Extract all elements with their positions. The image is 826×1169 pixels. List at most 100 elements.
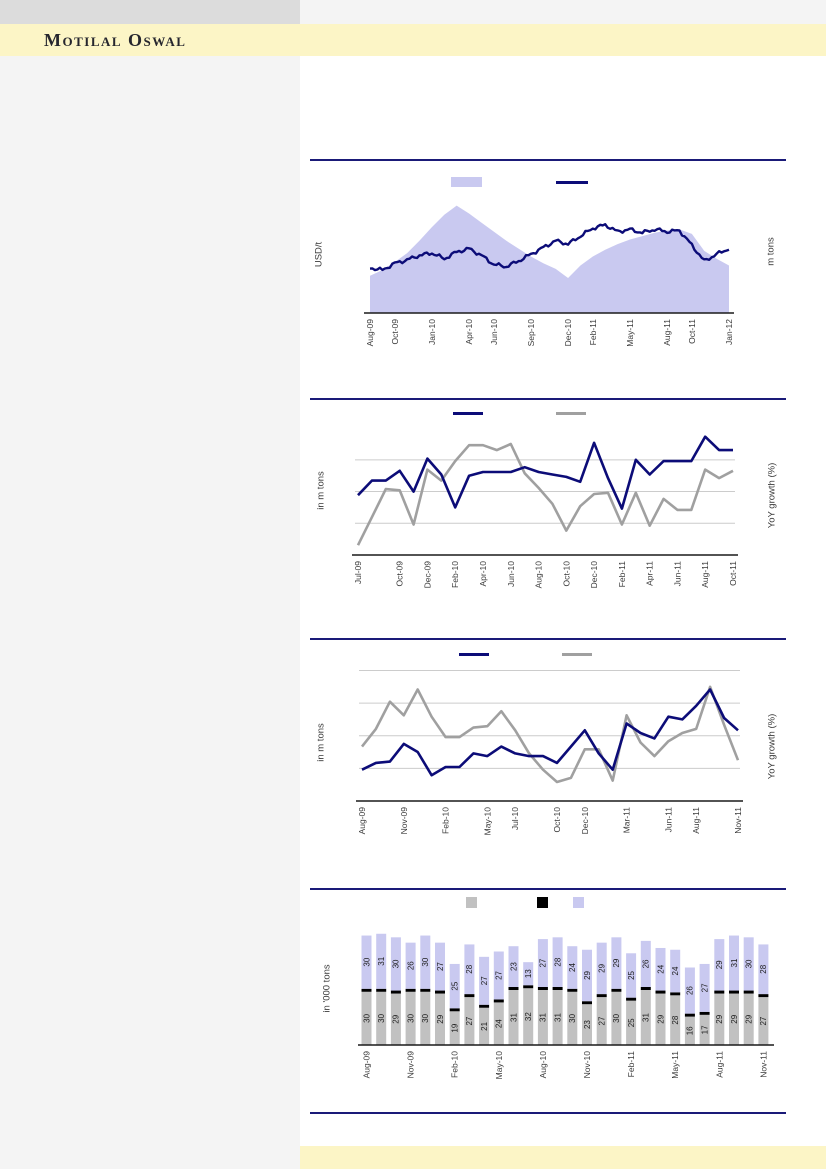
- bar-segment-gray: [743, 993, 754, 1045]
- price-vs-volume-area-chart: Aug-09 Oct-09 Jan-10 Apr-10 Jun-10 Sep-10 Dec-…: [364, 205, 734, 347]
- bar-segment-lavender: [640, 940, 651, 987]
- bar-segment-gray: [361, 991, 372, 1045]
- line-series: [361, 688, 739, 777]
- bar-segment-gray: [508, 990, 519, 1045]
- x-tick-label: Apr-11: [645, 561, 655, 586]
- bar-value-label: 25: [627, 970, 636, 979]
- bar-value-label: 30: [392, 959, 401, 968]
- bar-segment-gray: [479, 1007, 490, 1045]
- chart3-legend-navy-swatch: [459, 653, 489, 656]
- bar-segment-gray: [758, 997, 769, 1045]
- x-tick-label: Dec-10: [580, 807, 590, 835]
- bar-value-label: 28: [671, 1015, 680, 1024]
- bar-segment-black: [376, 988, 387, 992]
- x-tick-label: Oct-09: [390, 319, 400, 345]
- bar-segment-lavender: [596, 942, 607, 995]
- bar-segment-lavender: [552, 937, 563, 987]
- bar-segment-gray: [567, 991, 578, 1045]
- separator-bottom: [310, 1112, 786, 1114]
- bar-segment-black: [743, 990, 754, 994]
- bar-value-label: 31: [377, 956, 386, 965]
- bar-segment-black: [582, 1001, 592, 1005]
- bar-segment-gray: [670, 995, 681, 1045]
- bar-segment-black: [435, 990, 445, 994]
- bar-segment-gray: [523, 988, 534, 1045]
- bar-value-label: 13: [524, 969, 533, 978]
- bar-segment-black: [684, 1013, 695, 1017]
- bar-value-label: 30: [377, 1013, 386, 1022]
- area-series: [370, 205, 729, 313]
- bar-value-label: 29: [436, 1014, 445, 1023]
- x-tick-label: Feb-10: [450, 561, 460, 588]
- bar-segment-gray: [405, 991, 416, 1045]
- bar-segment-black: [523, 985, 534, 989]
- line-series: [356, 442, 734, 546]
- x-tick-label: Feb-11: [588, 319, 598, 346]
- x-tick-label: Jul-09: [353, 561, 363, 584]
- bar-value-label: 29: [730, 1014, 739, 1023]
- bar-value-label: 27: [539, 958, 548, 967]
- bottom-accent-strip: [300, 1146, 826, 1169]
- bar-value-label: 21: [480, 1021, 489, 1030]
- x-tick-label: Aug-10: [538, 1051, 548, 1079]
- x-tick-label: Aug-11: [691, 807, 701, 834]
- bar-value-label: 29: [715, 960, 724, 969]
- bar-segment-black: [464, 994, 475, 998]
- bar-value-label: 24: [568, 962, 577, 971]
- bar-value-label: 30: [406, 1013, 415, 1022]
- bar-value-label: 30: [421, 1013, 430, 1022]
- bar-value-label: 30: [421, 957, 430, 966]
- bar-value-label: 25: [451, 981, 460, 990]
- bar-segment-lavender: [743, 937, 754, 991]
- x-tick-label: Feb-11: [626, 1051, 636, 1078]
- brand-logo-text: Motilal Oswal: [44, 30, 187, 50]
- bar-value-label: 24: [495, 1019, 504, 1028]
- bar-segment-black: [449, 1008, 460, 1012]
- bar-segment-gray: [537, 990, 548, 1045]
- x-tick-label: Aug-09: [365, 319, 375, 347]
- bar-segment-lavender: [405, 942, 416, 989]
- bar-segment-black: [567, 988, 578, 992]
- bar-value-label: 27: [759, 1016, 768, 1025]
- x-tick-label: Jan-12: [724, 319, 734, 345]
- bar-segment-gray: [596, 997, 607, 1045]
- separator-chart4: [310, 888, 786, 890]
- bar-segment-gray: [626, 1000, 637, 1045]
- bar-segment-gray: [640, 990, 651, 1045]
- bar-segment-black: [714, 990, 725, 994]
- bar-segment-black: [626, 997, 637, 1001]
- bar-value-label: 29: [745, 1014, 754, 1023]
- bar-value-label: 24: [656, 964, 665, 973]
- bar-segment-gray: [435, 993, 445, 1045]
- bar-segment-lavender: [361, 935, 372, 989]
- chart1-legend-area-swatch: [451, 177, 482, 187]
- bar-segment-lavender: [537, 939, 548, 987]
- bar-segment-lavender: [508, 946, 519, 987]
- bar-segment-lavender: [611, 937, 622, 989]
- x-tick-label: Nov-09: [406, 1051, 416, 1079]
- bar-segment-gray: [552, 990, 563, 1045]
- bar-segment-lavender: [464, 944, 475, 995]
- bar-segment-lavender: [493, 951, 504, 1000]
- chart2-legend-gray-swatch: [556, 412, 586, 415]
- bar-value-label: 29: [656, 1014, 665, 1023]
- chart4-legend-gray-box: [466, 897, 477, 908]
- bar-segment-lavender: [449, 963, 460, 1009]
- bar-value-label: 27: [700, 983, 709, 992]
- bar-segment-gray: [714, 993, 725, 1045]
- bar-value-label: 23: [583, 1020, 592, 1029]
- x-tick-label: Nov-11: [758, 1051, 768, 1078]
- bar-segment-lavender: [655, 947, 666, 991]
- line-series: [360, 685, 740, 784]
- bar-value-label: 19: [451, 1023, 460, 1032]
- bar-segment-lavender: [420, 935, 431, 989]
- bar-value-label: 32: [524, 1012, 533, 1021]
- yoy-growth-line-chart-1: Jul-09 Oct-09 Dec-09 Feb-10 Apr-10 Jun-10 Aug-…: [352, 435, 738, 589]
- x-tick-label: Dec-09: [422, 561, 432, 589]
- bar-value-label: 28: [759, 964, 768, 973]
- bar-segment-black: [420, 988, 431, 992]
- bar-value-label: 30: [612, 1013, 621, 1022]
- bar-segment-gray: [729, 993, 739, 1045]
- bar-value-label: 27: [598, 1016, 607, 1025]
- x-tick-label: May-10: [494, 1051, 504, 1080]
